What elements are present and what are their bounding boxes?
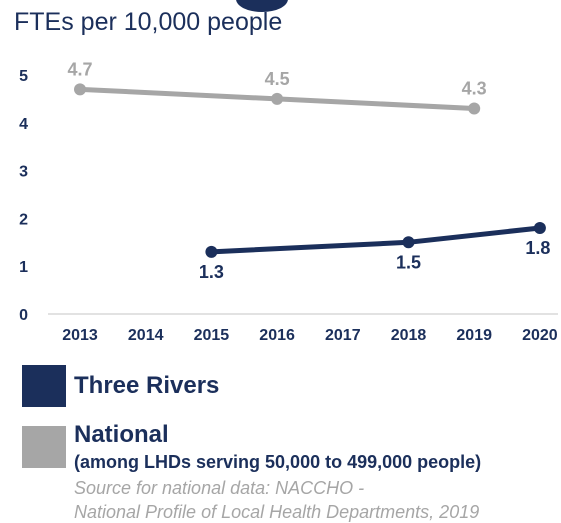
x-tick-label: 2015 (194, 327, 230, 344)
legend-label-three-rivers: Three Rivers (74, 372, 220, 399)
data-label-national: 4.7 (67, 59, 92, 79)
legend-swatch-national (22, 426, 66, 468)
data-point-national (468, 102, 481, 115)
x-tick-label: 2013 (62, 327, 98, 344)
x-tick-label: 2019 (456, 327, 492, 344)
x-tick-label: 2020 (522, 327, 558, 344)
data-label-three-rivers: 1.5 (396, 252, 421, 272)
legend-label-national: National (74, 421, 169, 448)
y-tick-label: 3 (19, 164, 28, 181)
data-point-three-rivers (205, 245, 218, 258)
y-tick-label: 1 (19, 259, 28, 276)
x-tick-label: 2017 (325, 327, 361, 344)
y-tick-label: 4 (19, 116, 28, 133)
chart-title: FTEs per 10,000 people (14, 8, 283, 36)
data-label-national: 4.5 (265, 69, 290, 89)
x-tick-label: 2018 (391, 327, 427, 344)
data-label-three-rivers: 1.3 (199, 262, 224, 282)
legend-national-subtitle: (among LHDs serving 50,000 to 499,000 pe… (74, 452, 482, 472)
series-line-three-rivers (208, 225, 543, 255)
data-point-three-rivers (402, 236, 415, 249)
y-tick-label: 2 (19, 211, 28, 228)
legend-swatch-three-rivers (22, 365, 66, 407)
data-point-national (74, 83, 86, 96)
data-point-three-rivers (533, 221, 546, 234)
data-label-three-rivers: 1.8 (525, 238, 550, 258)
data-label-national: 4.3 (462, 78, 487, 98)
x-tick-label: 2014 (128, 327, 164, 344)
y-tick-label: 5 (19, 68, 28, 85)
data-point-national (271, 92, 284, 105)
x-tick-label: 2016 (259, 327, 295, 344)
decorative-arc (236, 0, 288, 12)
source-note-line-2: National Profile of Local Health Departm… (74, 502, 480, 522)
source-note-line-1: Source for national data: NACCHO - (74, 478, 365, 498)
y-tick-label: 0 (19, 307, 28, 324)
